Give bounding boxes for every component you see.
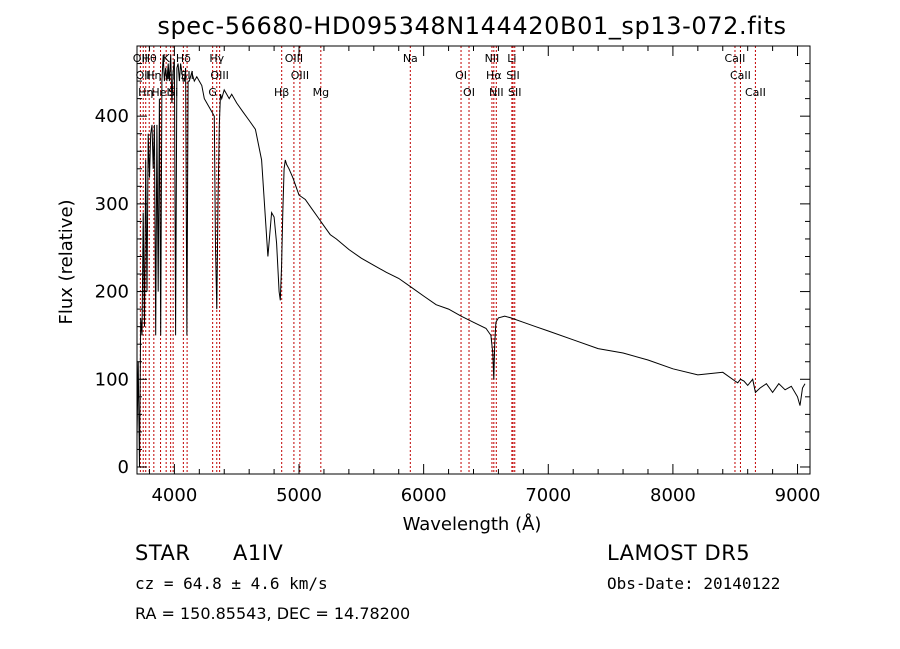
line-label: Hβ — [274, 86, 289, 99]
axis-ticks: 4000 5000 6000 7000 8000 9000 0 100 200 300 400 — [95, 46, 821, 506]
line-label: NII — [489, 86, 504, 99]
x-axis-label: Wavelength (Å) — [403, 513, 542, 535]
line-label: K — [163, 52, 171, 65]
line-label: Hη — [138, 86, 153, 99]
line-label: CaII — [745, 86, 766, 99]
line-label: OII — [136, 69, 151, 82]
line-label: Si — [168, 86, 178, 99]
line-label: G — [208, 86, 217, 99]
spectrum-line — [136, 54, 806, 468]
y-tick-label: 100 — [95, 369, 129, 390]
line-label: OI — [455, 69, 467, 82]
spectral-line-markers — [139, 46, 756, 474]
subclass: A1IV — [233, 541, 284, 565]
survey-name: LAMOST DR5 — [607, 541, 751, 565]
object-class: STAR — [135, 541, 191, 565]
line-label: Na — [403, 52, 418, 65]
y-tick-label: 400 — [95, 106, 129, 127]
x-tick-label: 7000 — [525, 485, 571, 506]
y-axis-label: Flux (relative) — [56, 199, 77, 324]
line-label: SII — [506, 69, 519, 82]
line-label: HeI — [151, 86, 169, 99]
line-label: Hγ — [209, 52, 224, 65]
y-tick-label: 200 — [95, 282, 129, 303]
line-label: NII — [485, 52, 500, 65]
line-label: Hα — [486, 69, 502, 82]
x-tick-label: 8000 — [650, 485, 696, 506]
x-tick-label: 6000 — [401, 485, 447, 506]
line-label: Hθ — [142, 52, 157, 65]
line-label: Mg — [313, 86, 329, 99]
line-label: Hδ — [176, 52, 191, 65]
y-tick-label: 0 — [118, 457, 129, 478]
line-label: Hη — [146, 69, 161, 82]
line-label: CaII — [730, 69, 751, 82]
line-label: OIII — [291, 69, 309, 82]
line-label: SII — [508, 86, 521, 99]
line-label: CaII — [725, 52, 746, 65]
line-label: Li — [507, 52, 516, 65]
plot-frame — [136, 45, 811, 475]
x-tick-label: 5000 — [276, 485, 322, 506]
x-tick-label: 9000 — [775, 485, 821, 506]
line-label: H — [167, 69, 175, 82]
redshift-readout: cz = 64.8 ± 4.6 km/s — [135, 574, 328, 593]
x-tick-label: 4000 — [151, 485, 197, 506]
line-label: OIII — [285, 52, 303, 65]
line-label: OIII — [210, 69, 228, 82]
coordinates: RA = 150.85543, DEC = 14.78200 — [135, 604, 411, 623]
y-tick-label: 300 — [95, 194, 129, 215]
spectral-line-labels: OIIOIIHηHθHηHeIKHSiHδSIIGHγOIIIHβOIIIOII… — [133, 52, 766, 99]
obs-date: Obs-Date: 20140122 — [607, 574, 781, 593]
chart-title: spec-56680-HD095348N144420B01_sp13-072.f… — [157, 12, 786, 40]
line-label: OI — [463, 86, 475, 99]
